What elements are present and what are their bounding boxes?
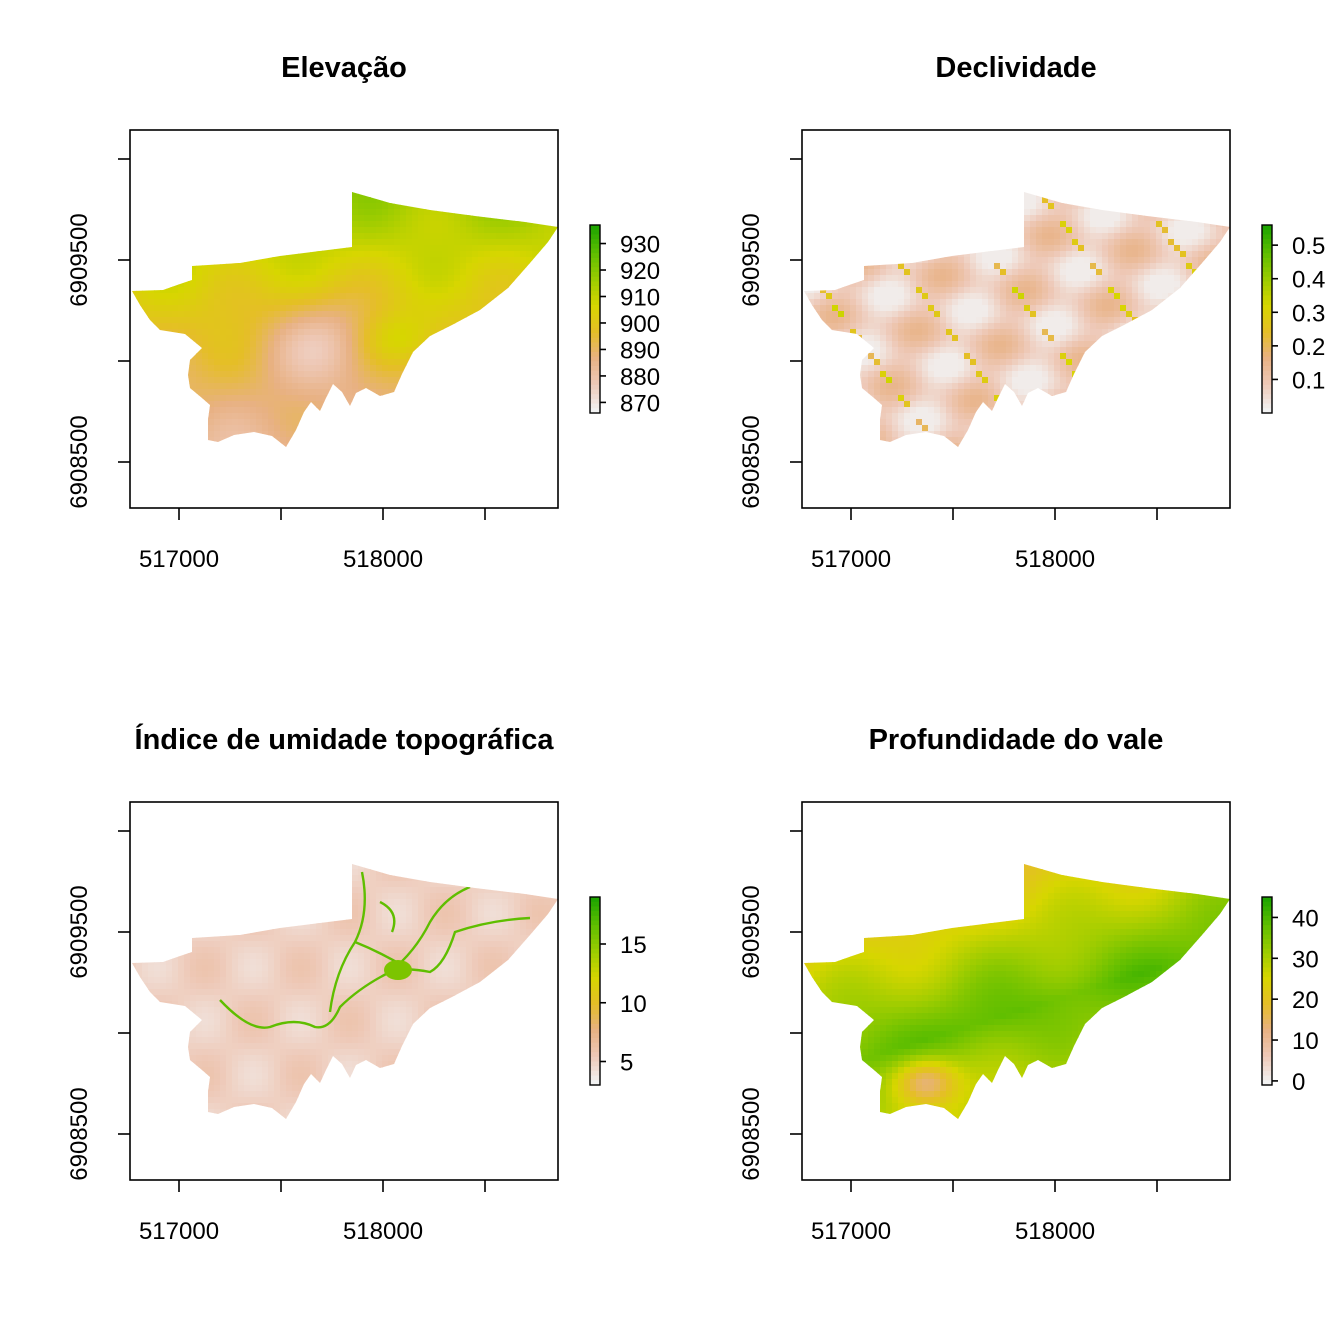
legend-tick-label: 40 (1292, 905, 1319, 932)
panel-title: Profundidade do vale (869, 724, 1164, 756)
x-tick-label: 518000 (1015, 546, 1095, 573)
legend-tick-label: 0.1 (1292, 367, 1325, 394)
raster-valley (804, 864, 1230, 1119)
y-tick-label: 6908500 (738, 415, 765, 508)
plot-frame (129, 801, 559, 1181)
legend-tick-label: 30 (1292, 946, 1319, 973)
x-tick-label: 518000 (343, 546, 423, 573)
plot-frame (801, 129, 1231, 509)
legend-tick-label: 20 (1292, 987, 1319, 1014)
y-tick-label: 6909500 (738, 885, 765, 978)
panel-title: Índice de umidade topográfica (135, 722, 555, 756)
legend-twi: 15 10 5 (589, 896, 647, 1086)
legend-tick-label: 0.2 (1292, 334, 1325, 361)
drainage-network (219, 871, 531, 1029)
legend-tick-label: 0.3 (1292, 300, 1325, 327)
y-tick-label: 6909500 (66, 885, 93, 978)
legend-tick-label: 910 (620, 284, 660, 311)
legend-tick-label: 0 (1292, 1069, 1305, 1096)
panel-1: Elevação 517000 518000 6908500 6909500 930920… (66, 52, 660, 573)
x-tick-label: 517000 (811, 1218, 891, 1245)
legend-tick-label: 10 (620, 991, 647, 1018)
legend-slope: 0.5 0.4 0.3 0.2 0.1 (1261, 224, 1325, 414)
y-tick-label: 6908500 (66, 1087, 93, 1180)
x-tick-label: 517000 (811, 546, 891, 573)
legend-valley: 40 30 20 10 0 (1261, 896, 1319, 1096)
legend-tick-label: 0.4 (1292, 267, 1325, 294)
raster-elevation (132, 192, 558, 447)
legend-tick-label: 880 (620, 364, 660, 391)
x-tick-label: 518000 (1015, 1218, 1095, 1245)
y-tick-label: 6908500 (66, 415, 93, 508)
plot-frame (801, 801, 1231, 1181)
legend-tick-label: 0.5 (1292, 233, 1325, 260)
x-tick-label: 517000 (139, 546, 219, 573)
panel-3: Índice de umidade topográfica 517000 51800… (66, 722, 647, 1245)
panel-2: Declividade 517000 518000 6908500 6909500 0.5… (738, 52, 1325, 573)
legend-tick-label: 900 (620, 311, 660, 338)
legend-tick-label: 5 (620, 1050, 633, 1077)
panel-4: Profundidade do vale 517000 518000 6908500 6… (738, 724, 1319, 1245)
y-tick-label: 6909500 (738, 213, 765, 306)
panel-title: Elevação (281, 52, 407, 84)
raster-twi (132, 864, 558, 1119)
y-tick-label: 6908500 (738, 1087, 765, 1180)
legend-tick-label: 930 (620, 232, 660, 259)
legend-tick-label: 920 (620, 258, 660, 285)
y-tick-label: 6909500 (66, 213, 93, 306)
legend-tick-label: 15 (620, 932, 647, 959)
legend-tick-label: 890 (620, 337, 660, 364)
legend-tick-label: 870 (620, 390, 660, 417)
panel-title: Declividade (935, 52, 1096, 84)
plot-frame (129, 129, 559, 509)
x-tick-label: 517000 (139, 1218, 219, 1245)
legend-tick-label: 10 (1292, 1028, 1319, 1055)
x-tick-label: 518000 (343, 1218, 423, 1245)
raster-slope (804, 192, 1230, 447)
